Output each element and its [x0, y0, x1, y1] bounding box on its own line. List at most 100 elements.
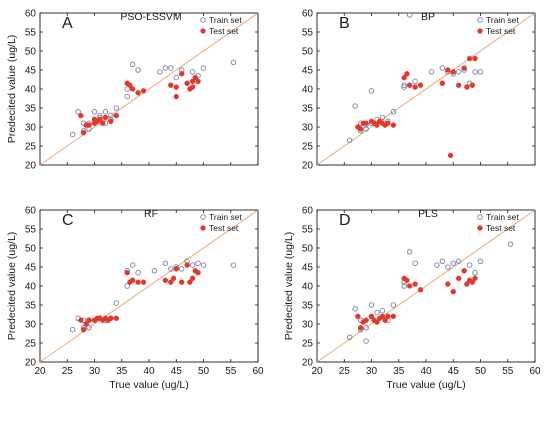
panel-title: PSO-LSSVM — [120, 11, 181, 23]
test-point — [406, 283, 413, 289]
train-point — [455, 69, 462, 75]
train-point — [129, 61, 136, 68]
x-tick-label: 45 — [171, 366, 183, 377]
train-point — [200, 65, 207, 71]
train-point — [368, 88, 375, 94]
legend-train-label: Train set — [486, 212, 519, 222]
train-point — [379, 114, 386, 121]
test-point — [83, 321, 90, 327]
test-point — [99, 120, 106, 126]
test-point — [129, 277, 136, 283]
y-tick-label: 55 — [302, 225, 314, 236]
legend-train-marker — [200, 214, 206, 220]
test-point — [417, 82, 424, 88]
legend-test-label: Test set — [209, 223, 239, 233]
test-point — [439, 80, 446, 87]
train-point — [368, 302, 375, 308]
legend-train-label: Train set — [486, 15, 519, 25]
x-tick-label: 20 — [311, 366, 323, 377]
panel-letter: A — [62, 15, 73, 32]
train-point — [401, 84, 407, 90]
y-tick-label: 50 — [25, 244, 37, 255]
train-point — [129, 262, 136, 268]
test-point — [173, 266, 179, 272]
test-point — [124, 270, 130, 276]
test-point — [469, 279, 476, 285]
y-tick-label: 45 — [25, 263, 37, 274]
test-point — [127, 82, 133, 88]
y-tick-label: 50 — [25, 47, 37, 58]
test-point — [363, 120, 369, 126]
test-point — [447, 152, 454, 159]
train-point — [86, 325, 92, 331]
test-point — [368, 313, 375, 320]
test-point — [178, 279, 185, 285]
reference-line — [316, 209, 536, 363]
train-point — [168, 266, 174, 272]
test-point — [382, 317, 388, 323]
y-tick-label: 55 — [25, 225, 37, 236]
test-point — [102, 114, 109, 121]
test-point — [80, 129, 87, 136]
train-point — [162, 65, 169, 71]
panel-letter: B — [339, 15, 350, 32]
train-point — [195, 260, 201, 266]
y-tick-label: 35 — [302, 104, 314, 115]
train-point — [124, 283, 130, 289]
legend-train-label: Train set — [209, 212, 242, 222]
train-point — [374, 309, 380, 316]
test-point — [86, 317, 92, 323]
test-point — [113, 315, 120, 321]
train-point — [363, 338, 369, 344]
test-point — [379, 313, 386, 320]
train-point — [200, 262, 207, 268]
x-tick-label: 40 — [420, 366, 432, 377]
train-point — [157, 69, 163, 75]
x-tick-label: 25 — [62, 366, 74, 377]
chart-panel-d: 20 25 30 35 40 45 50 55 60 20 25 30 35 40 45 50 55 60 PLS D… — [283, 206, 541, 392]
test-point — [129, 86, 136, 92]
test-point — [189, 275, 196, 282]
x-tick-label: 40 — [143, 366, 155, 377]
y-axis-label: Predecited value (ug/L) — [6, 232, 18, 341]
legend-test-marker — [200, 28, 206, 34]
train-point — [69, 131, 76, 138]
test-point — [108, 315, 114, 321]
train-point — [445, 264, 451, 270]
train-point — [230, 59, 237, 66]
test-point — [472, 55, 478, 62]
test-point — [108, 118, 114, 125]
reference-line — [39, 209, 259, 363]
legend-test-label: Test set — [486, 223, 516, 233]
train-point — [477, 258, 484, 265]
y-tick-label: 20 — [302, 358, 314, 369]
train-point — [412, 78, 418, 85]
test-point — [363, 317, 369, 323]
train-point — [401, 82, 407, 88]
train-point — [178, 266, 185, 272]
test-point — [357, 126, 364, 132]
train-point — [363, 126, 369, 132]
test-point — [113, 112, 120, 119]
test-point — [187, 279, 193, 285]
train-point — [439, 65, 446, 71]
x-tick-label: 50 — [475, 366, 487, 377]
train-point — [401, 283, 407, 289]
x-tick-label: 60 — [252, 366, 264, 377]
train-point — [477, 69, 484, 75]
y-tick-label: 20 — [25, 161, 37, 172]
test-point — [162, 277, 169, 283]
test-point — [140, 279, 147, 285]
train-point — [69, 326, 76, 333]
test-point — [86, 122, 92, 128]
x-tick-label: 30 — [89, 366, 101, 377]
y-tick-label: 25 — [302, 339, 314, 350]
train-point — [162, 260, 169, 266]
test-point — [469, 82, 476, 88]
train-point — [230, 262, 237, 268]
test-point — [466, 55, 473, 62]
y-tick-label: 30 — [25, 320, 37, 331]
y-tick-label: 45 — [302, 263, 314, 274]
y-tick-label: 30 — [25, 123, 37, 134]
test-point — [374, 122, 380, 128]
